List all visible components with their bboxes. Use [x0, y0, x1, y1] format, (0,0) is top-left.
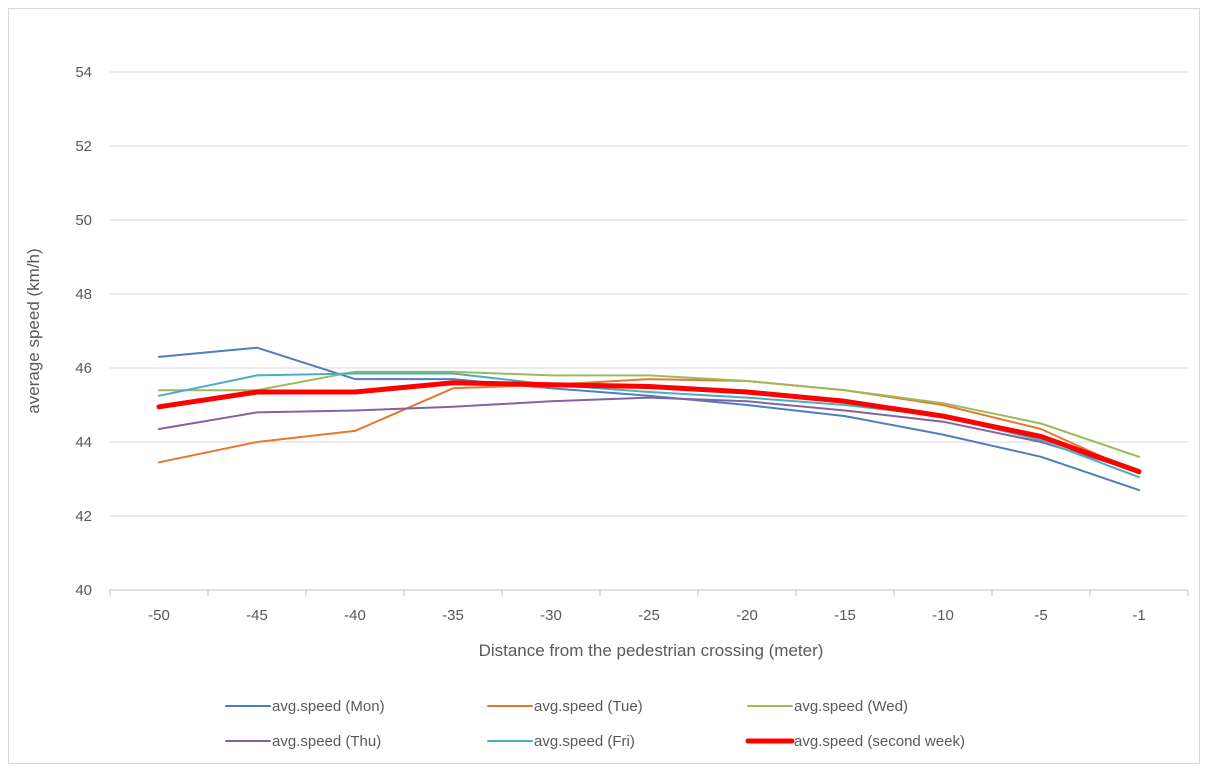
gridlines: [110, 71, 1188, 591]
x-tick-label: -10: [932, 607, 954, 624]
series-line: [156, 380, 1142, 475]
legend-item: avg.speed (Tue): [487, 698, 643, 715]
legend-item: avg.speed (Mon): [225, 698, 385, 715]
y-axis-ticks: 40 42 44 46 48 50 52 54: [75, 64, 92, 599]
legend: avg.speed (Mon) avg.speed (Tue) avg.speed …: [225, 698, 965, 750]
legend-label: avg.speed (second week): [794, 733, 965, 750]
series-line: [158, 346, 1140, 492]
series-line: [158, 378, 1140, 475]
x-tick-label: -5: [1034, 607, 1047, 624]
x-tick-label: -30: [540, 607, 562, 624]
series-line: [158, 370, 1140, 458]
y-tick-label: 54: [75, 64, 92, 81]
y-tick-label: 48: [75, 286, 92, 303]
y-tick-label: 42: [75, 508, 92, 525]
x-tick-label: -25: [638, 607, 660, 624]
legend-label: avg.speed (Mon): [272, 698, 385, 715]
y-tick-label: 40: [75, 582, 92, 599]
legend-label: avg.speed (Thu): [272, 733, 381, 750]
x-tick-label: -40: [344, 607, 366, 624]
x-tick-label: -15: [834, 607, 856, 624]
x-tick-label: -20: [736, 607, 758, 624]
series-line: [158, 396, 1140, 473]
legend-item: avg.speed (second week): [745, 733, 965, 750]
legend-item: avg.speed (Wed): [747, 698, 908, 715]
series-lines: [156, 346, 1142, 492]
legend-label: avg.speed (Fri): [534, 733, 635, 750]
legend-item: avg.speed (Fri): [487, 733, 635, 750]
x-axis-ticks: -50 -45 -40 -35 -30 -25 -20 -15 -10 -5 -1: [109, 590, 1189, 624]
y-tick-label: 44: [75, 434, 92, 451]
x-tick-label: -35: [442, 607, 464, 624]
x-axis-title: Distance from the pedestrian crossing (m…: [479, 641, 824, 660]
legend-label: avg.speed (Wed): [794, 698, 908, 715]
y-tick-label: 46: [75, 360, 92, 377]
legend-item: avg.speed (Thu): [225, 733, 381, 750]
x-tick-label: -45: [246, 607, 268, 624]
x-tick-label: -1: [1132, 607, 1145, 624]
y-axis-title: average speed (km/h): [24, 248, 43, 413]
y-tick-label: 50: [75, 212, 92, 229]
x-tick-label: -50: [148, 607, 170, 624]
y-tick-label: 52: [75, 138, 92, 155]
legend-label: avg.speed (Tue): [534, 698, 643, 715]
